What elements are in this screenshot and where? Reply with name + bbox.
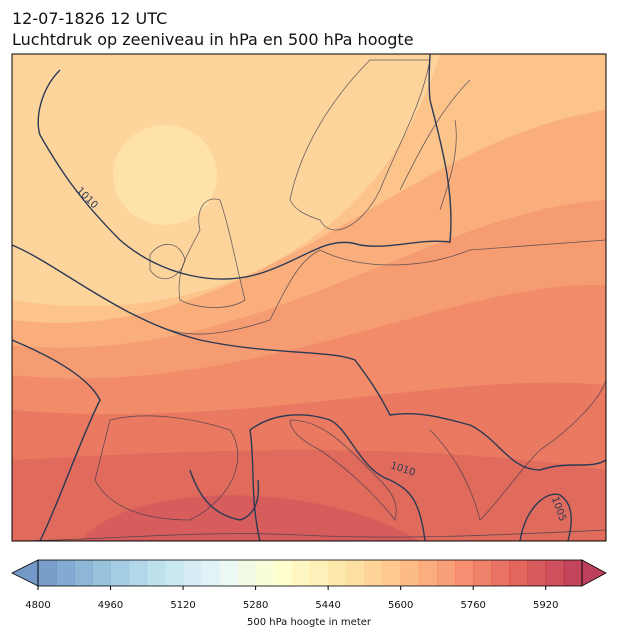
colorbar-bin <box>364 560 384 586</box>
isobar <box>519 493 572 541</box>
colorbar-bin <box>110 560 130 586</box>
colorbar-bin <box>219 560 238 586</box>
map-title: Luchtdruk op zeeniveau in hPa en 500 hPa… <box>12 30 414 49</box>
colorbar-bin <box>38 560 57 586</box>
colorbar-bin <box>310 560 329 586</box>
colorbar-bin <box>491 560 510 586</box>
colorbar-tick-label: 5760 <box>460 600 485 611</box>
isobar <box>249 414 426 541</box>
isobar <box>12 244 606 471</box>
colorbar-bin <box>328 560 347 586</box>
colorbar-tick-label: 5280 <box>243 600 268 611</box>
colorbar-bin <box>509 560 529 586</box>
colorbar-bin <box>545 560 565 586</box>
coastline <box>169 239 606 335</box>
colorbar-bin <box>563 560 583 586</box>
colorbar-bin <box>346 560 365 586</box>
colorbar-bin <box>74 560 93 586</box>
colorbar-bin <box>382 560 402 586</box>
colorbar-bin <box>146 560 166 586</box>
coastline <box>289 419 397 521</box>
colorbar-tick-label: 5120 <box>170 600 195 611</box>
coastline <box>149 243 186 280</box>
colorbar-tick-label: 4800 <box>25 600 50 611</box>
colorbar-bin <box>455 560 474 586</box>
colorbar-bin <box>436 560 456 586</box>
coastline <box>289 59 431 231</box>
colorbar-tick-label: 4960 <box>98 600 123 611</box>
colorbar-bin <box>473 560 492 586</box>
coastline <box>399 79 471 211</box>
colorbar-bin <box>183 560 202 586</box>
field <box>80 495 420 541</box>
colorbar-tick-label: 5920 <box>533 600 558 611</box>
colorbar-bin <box>201 560 220 586</box>
colorbar-bin <box>291 560 311 586</box>
map: 1010 1010 1005 <box>12 54 606 541</box>
colorbar-bin <box>237 560 257 586</box>
colorbar-extend <box>11 559 39 587</box>
isobar <box>37 54 452 280</box>
colorbar-bin <box>400 560 420 586</box>
colorbar-bin <box>527 560 547 586</box>
colorbar-bin <box>418 560 438 586</box>
isobar <box>189 469 260 521</box>
isobar <box>12 339 101 541</box>
field <box>113 125 217 225</box>
colorbar-tick-label: 5600 <box>388 600 413 611</box>
colorbar-bin <box>92 560 112 586</box>
colorbar-extend <box>581 559 607 587</box>
coastline <box>94 415 239 521</box>
coastline <box>19 529 606 541</box>
coastline <box>429 379 606 521</box>
colorbar-bin <box>164 560 184 586</box>
colorbar-bin <box>255 560 275 586</box>
colorbar-label: 500 hPa hoogte in meter <box>247 617 372 628</box>
colorbar-tick-label: 5440 <box>315 600 340 611</box>
coastline <box>178 198 246 308</box>
map-frame <box>11 53 607 542</box>
colorbar-bin <box>56 560 75 586</box>
colorbar-frame <box>37 559 583 587</box>
colorbar: 4800 4960 5120 5280 5440 5600 5760 5920 <box>11 559 607 611</box>
colorbar-bin <box>273 560 293 586</box>
map-date: 12-07-1826 12 UTC <box>12 9 167 28</box>
colorbar-bin <box>128 560 148 586</box>
